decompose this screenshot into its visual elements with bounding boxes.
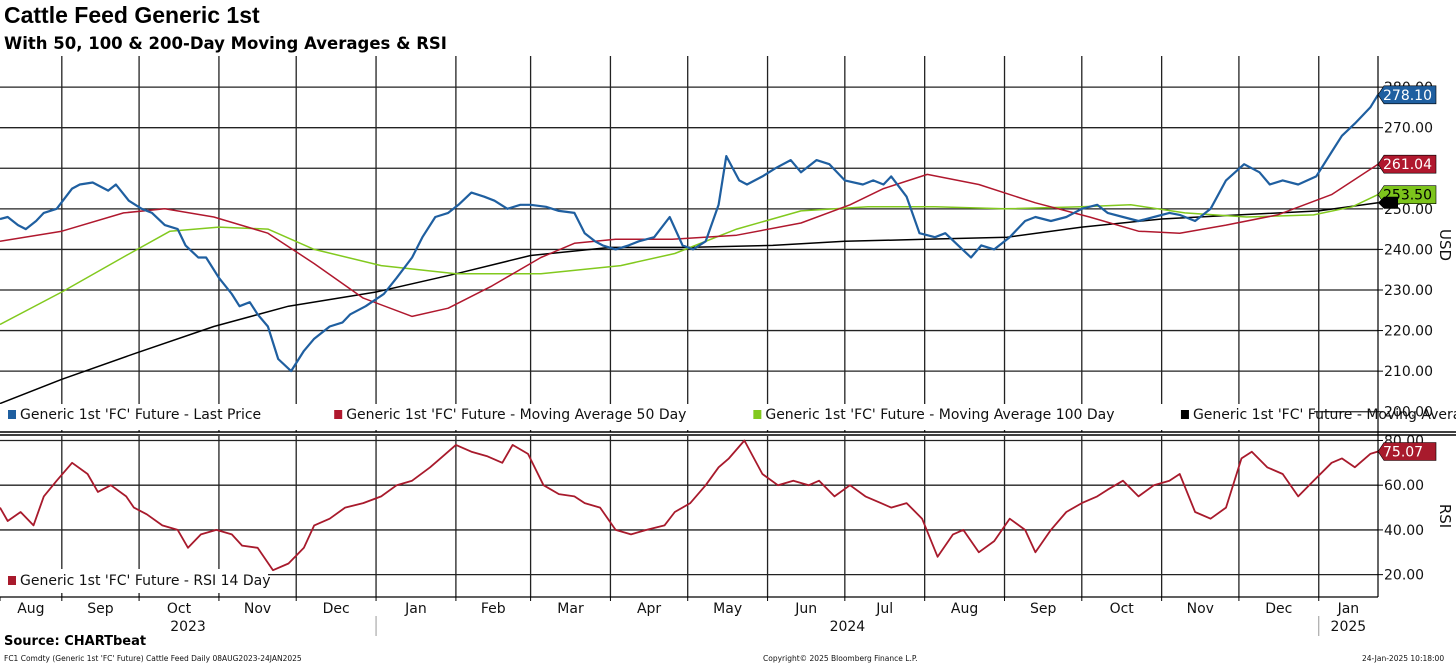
legend-swatch-last_price xyxy=(8,410,16,419)
x-month-label: Dec xyxy=(323,601,350,617)
series-line-ma50 xyxy=(0,163,1379,318)
legend-label-ma50: Generic 1st 'FC' Future - Moving Average… xyxy=(346,407,686,423)
x-month-label: Feb xyxy=(481,601,506,617)
x-month-label: Jan xyxy=(1337,601,1360,617)
x-month-label: Nov xyxy=(244,601,271,617)
legend-swatch-ma200 xyxy=(1180,410,1189,419)
x-month-label: Apr xyxy=(637,601,661,617)
chart-subtitle: With 50, 100 & 200-Day Moving Averages &… xyxy=(4,34,447,53)
value-tag-last_price xyxy=(1377,85,1437,105)
value-tag-label-ma50: 261.04 xyxy=(1383,157,1432,173)
y-axis-title-bottom: RSI xyxy=(1436,504,1454,528)
x-month-label: Jul xyxy=(875,601,893,617)
source-note: Source: CHARTbeat xyxy=(4,634,147,649)
series-lines xyxy=(0,94,1379,572)
value-tag-ma50 xyxy=(1377,154,1437,174)
y-tick-label-top: 200.00 xyxy=(1384,405,1433,421)
x-year-label: 2024 xyxy=(830,619,866,635)
x-month-label: Jan xyxy=(404,601,427,617)
ticker-note: FC1 Comdty (Generic 1st 'FC' Future) Cat… xyxy=(4,654,302,663)
y-tick-label-top: 210.00 xyxy=(1384,364,1433,380)
x-month-label: Sep xyxy=(87,601,114,617)
y-tick-label-top: 230.00 xyxy=(1384,283,1433,299)
x-month-label: Oct xyxy=(167,601,192,617)
legends: Generic 1st 'FC' Future - Last Price Gene… xyxy=(0,404,1456,593)
x-month-label: Nov xyxy=(1187,601,1214,617)
x-year-label: 2025 xyxy=(1331,619,1367,635)
x-month-label: May xyxy=(713,601,742,617)
series-line-rsi xyxy=(0,439,1379,572)
legend-swatch-rsi xyxy=(8,576,16,585)
x-year-label: 2023 xyxy=(170,619,206,635)
legend-background-top xyxy=(0,404,1314,430)
grid-lines xyxy=(0,56,1378,597)
y-axis-title-top: USD xyxy=(1436,229,1454,261)
x-month-label: Aug xyxy=(17,601,44,617)
value-tag-label-last_price: 278.10 xyxy=(1383,88,1432,104)
legend-label-rsi: Generic 1st 'FC' Future - RSI 14 Day xyxy=(20,573,271,589)
legend-swatch-ma100 xyxy=(753,410,762,419)
chart-title: Cattle Feed Generic 1st xyxy=(4,2,260,28)
value-tag-rsi xyxy=(1377,442,1437,461)
x-month-label: Mar xyxy=(557,601,584,617)
legend-label-last_price: Generic 1st 'FC' Future - Last Price xyxy=(20,407,261,423)
y-tick-label-top: 240.00 xyxy=(1384,242,1433,258)
legend-swatch-ma50 xyxy=(334,410,343,419)
y-tick-label-bottom: 40.00 xyxy=(1384,523,1424,539)
series-line-last_price xyxy=(0,94,1379,373)
x-month-label: Jun xyxy=(794,601,817,617)
legend-background-bottom xyxy=(0,569,268,593)
y-tick-label-top: 220.00 xyxy=(1384,324,1433,340)
x-month-label: Aug xyxy=(951,601,978,617)
copyright-note: Copyright© 2025 Bloomberg Finance L.P. xyxy=(763,654,918,663)
y-tick-label-top: 270.00 xyxy=(1384,121,1433,137)
x-month-label: Dec xyxy=(1265,601,1292,617)
legend-label-ma100: Generic 1st 'FC' Future - Moving Average… xyxy=(765,407,1114,423)
value-tag-ma200 xyxy=(1378,196,1398,209)
legend-label-ma200: Generic 1st 'FC' Future - Moving Average… xyxy=(1193,407,1456,423)
y-tick-label-bottom: 20.00 xyxy=(1384,568,1424,584)
value-tag-label-rsi: 75.07 xyxy=(1383,444,1423,460)
x-month-label: Sep xyxy=(1030,601,1057,617)
axes: 200.00210.00220.00230.00240.00250.00260.… xyxy=(0,56,1456,636)
x-month-label: Oct xyxy=(1110,601,1135,617)
y-tick-label-bottom: 60.00 xyxy=(1384,478,1424,494)
timestamp-note: 24-Jan-2025 10:18:00 xyxy=(1362,654,1445,663)
